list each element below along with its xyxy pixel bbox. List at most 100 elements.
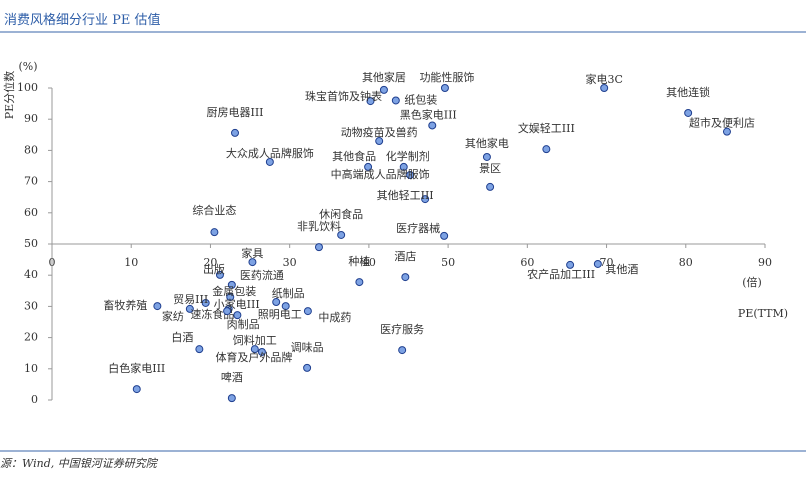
point-label: 厨房电器III [206, 106, 263, 119]
point-label: 化学制剂 [386, 149, 430, 163]
point [440, 231, 449, 240]
y-tick-label: 40 [24, 268, 38, 281]
x-unit: (倍) [742, 275, 762, 289]
point-label: 医疗器械 [396, 221, 440, 235]
point [248, 258, 257, 267]
point [303, 363, 312, 372]
point [153, 302, 162, 311]
point [233, 311, 242, 320]
point-label: 种植 [348, 254, 370, 268]
point-label: 大众成人品牌服饰 [226, 146, 314, 160]
point [379, 85, 388, 94]
point [132, 385, 141, 394]
point-label: 珠宝首饰及钟表 [305, 89, 382, 103]
x-tick-label: 30 [283, 256, 297, 269]
point [486, 182, 495, 191]
point [406, 171, 415, 180]
y-tick-label: 90 [24, 112, 38, 125]
y-tick-label: 100 [17, 81, 38, 94]
point [215, 270, 224, 279]
point [231, 128, 240, 137]
y-tick-label: 0 [31, 393, 38, 406]
point-label: 金属包装 [212, 284, 256, 298]
point-label: 家电3C [585, 72, 622, 86]
point [364, 162, 373, 171]
point [210, 228, 219, 237]
point [281, 302, 290, 311]
chart-title: 消费风格细分行业 PE 估值 [4, 12, 161, 28]
point [391, 96, 400, 105]
point [265, 157, 274, 166]
point [482, 152, 491, 161]
point-label: 医药流通 [240, 268, 284, 282]
x-tick-label: 70 [600, 256, 614, 269]
point [600, 84, 609, 92]
point-label: 动物疫苗及兽药 [341, 125, 418, 139]
point-label: 黑色家电III [400, 107, 457, 121]
source: 源：Wind, 中国银河证券研究院 [0, 457, 159, 470]
point-label: 体育及户外品牌 [215, 350, 292, 364]
point [722, 127, 731, 136]
point-label: 非乳饮料 [297, 219, 341, 233]
point-label: 综合业态 [192, 203, 236, 217]
point [314, 243, 323, 252]
y-tick-label: 50 [24, 237, 38, 250]
point-label: 纸包装 [404, 93, 437, 106]
point [542, 145, 551, 154]
x-tick-label: 80 [679, 256, 693, 269]
point-label: 其他食品 [332, 149, 376, 163]
x-tick-label: 0 [49, 256, 56, 269]
point [223, 307, 232, 316]
y-tick-label: 20 [24, 331, 38, 344]
point [195, 345, 204, 354]
point [428, 121, 437, 130]
point-label: 农产品加工III [527, 267, 595, 281]
point [257, 347, 266, 356]
point [366, 97, 375, 106]
point-label: 照明电工 [258, 308, 302, 321]
point-label: 其他轻工III [377, 188, 434, 202]
x-tick-label: 60 [520, 256, 534, 269]
point [355, 278, 364, 287]
point [337, 230, 346, 239]
point [399, 162, 408, 171]
point-label: 啤酒 [221, 370, 243, 384]
x-axis-label: PE(TTM) [738, 307, 788, 320]
point-label: 文娱轻工III [518, 121, 575, 135]
y-axis-label: PE分位数 [2, 71, 16, 119]
y-tick-label: 60 [24, 206, 38, 219]
x-tick-label: 90 [758, 256, 772, 269]
point [185, 304, 194, 313]
point-label: 其他家电 [465, 136, 509, 150]
point [421, 195, 430, 204]
point-label: 医疗服务 [380, 322, 424, 336]
y-tick-label: 70 [24, 175, 38, 188]
point-label: 纸制品 [272, 287, 305, 300]
point [566, 260, 575, 269]
x-tick-label: 10 [124, 256, 138, 269]
point-label: 出版 [203, 262, 225, 276]
point-label: 功能性服饰 [419, 70, 474, 84]
point [375, 137, 384, 146]
y-tick-label: 10 [24, 362, 38, 375]
point-label: 肉制品 [227, 318, 260, 331]
point-label: 白酒 [171, 330, 193, 344]
point [401, 273, 410, 282]
point-label: 中成药 [318, 311, 351, 324]
point-label: 其他酒 [605, 263, 638, 276]
point-label: 白色家电III [108, 361, 165, 375]
point-label: 超市及便利店 [689, 116, 755, 130]
point [398, 346, 407, 355]
point-label: 酒店 [394, 249, 416, 263]
x-tick-label: 40 [362, 256, 376, 269]
point [201, 298, 210, 307]
point [272, 298, 281, 307]
point [303, 307, 312, 316]
y-unit: (%) [18, 60, 37, 73]
point-label: 畜牧养殖 [103, 298, 147, 312]
point [227, 394, 236, 403]
point [593, 259, 602, 268]
point-label: 贸易III [173, 293, 208, 306]
